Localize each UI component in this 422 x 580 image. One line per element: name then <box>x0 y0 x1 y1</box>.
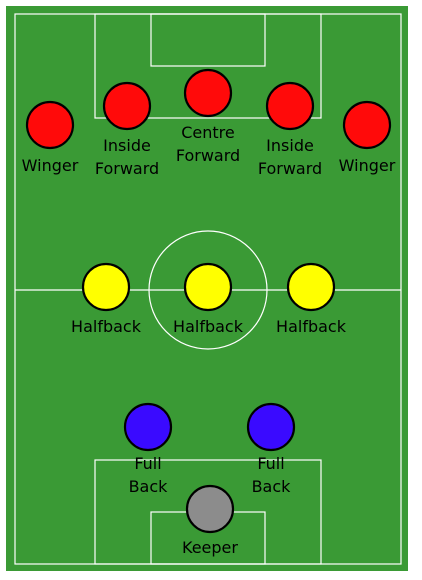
player-marker-full-back-left <box>123 402 173 452</box>
player-inside-forward-left: Inside Forward <box>95 81 159 178</box>
player-label-winger-right: Winger <box>339 156 396 175</box>
player-label-line: Back <box>252 477 292 496</box>
player-winger-left: Winger <box>22 100 79 175</box>
player-label-halfback-left: Halfback <box>71 317 142 336</box>
player-label-keeper: Keeper <box>182 538 238 557</box>
player-marker-inside-forward-right <box>265 81 315 131</box>
player-label-centre-forward: Centre Forward <box>176 123 240 165</box>
player-full-back-left: Full Back <box>123 402 173 496</box>
player-label-line: Halfback <box>276 317 347 336</box>
player-halfback-centre: Halfback <box>173 262 244 336</box>
player-label-line: Full <box>257 454 284 473</box>
player-label-line: Full <box>134 454 161 473</box>
player-label-line: Forward <box>176 146 240 165</box>
player-label-line: Inside <box>103 136 151 155</box>
player-marker-keeper <box>185 484 235 534</box>
player-label-line: Forward <box>258 159 322 178</box>
player-label-line: Inside <box>266 136 314 155</box>
player-label-line: Centre <box>181 123 235 142</box>
player-label-line: Winger <box>339 156 396 175</box>
player-label-line: Winger <box>22 156 79 175</box>
player-marker-winger-right <box>342 100 392 150</box>
player-label-line: Back <box>129 477 169 496</box>
player-label-winger-left: Winger <box>22 156 79 175</box>
player-centre-forward: Centre Forward <box>176 68 240 165</box>
top-goal-area <box>150 13 266 67</box>
centre-circle <box>148 230 268 350</box>
player-label-inside-forward-left: Inside Forward <box>95 136 159 178</box>
player-label-full-back-left: Full Back <box>129 454 169 496</box>
player-marker-inside-forward-left <box>102 81 152 131</box>
player-label-line: Keeper <box>182 538 238 557</box>
player-marker-centre-forward <box>183 68 233 118</box>
player-label-line: Halfback <box>173 317 244 336</box>
player-label-halfback-centre: Halfback <box>173 317 244 336</box>
player-full-back-right: Full Back <box>246 402 296 496</box>
player-marker-halfback-left <box>81 262 131 312</box>
player-marker-halfback-right <box>286 262 336 312</box>
player-halfback-left: Halfback <box>71 262 142 336</box>
player-halfback-right: Halfback <box>276 262 347 336</box>
player-label-line: Forward <box>95 159 159 178</box>
player-marker-halfback-centre <box>183 262 233 312</box>
player-label-inside-forward-right: Inside Forward <box>258 136 322 178</box>
player-inside-forward-right: Inside Forward <box>258 81 322 178</box>
player-winger-right: Winger <box>339 100 396 175</box>
pitch-markings <box>14 13 402 565</box>
player-label-full-back-right: Full Back <box>252 454 292 496</box>
player-marker-winger-left <box>25 100 75 150</box>
players-layer: Winger Inside Forward Centre Forward Inside Fo… <box>22 68 396 557</box>
player-label-line: Halfback <box>71 317 142 336</box>
player-keeper: Keeper <box>182 484 238 557</box>
player-label-halfback-right: Halfback <box>276 317 347 336</box>
player-marker-full-back-right <box>246 402 296 452</box>
